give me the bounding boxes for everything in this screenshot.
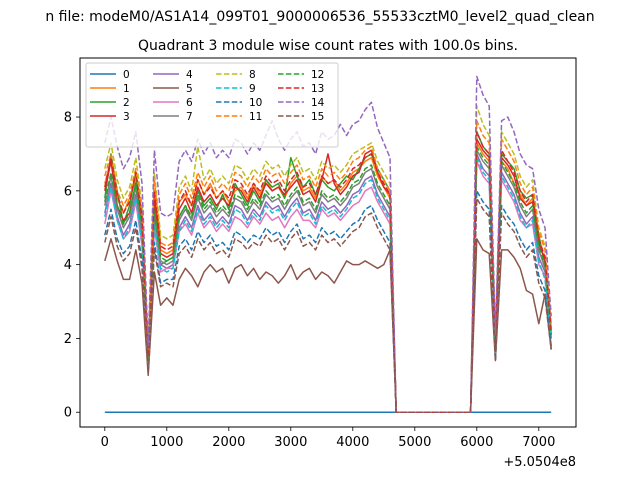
x-tick-label: 1000	[150, 435, 183, 450]
legend-label-10: 10	[249, 97, 262, 109]
legend-label-4: 4	[186, 69, 193, 81]
chart-title: Quadrant 3 module wise count rates with …	[138, 38, 518, 54]
x-tick-label: 3000	[274, 435, 307, 450]
legend-label-3: 3	[123, 111, 130, 123]
x-offset-label: +5.0504e8	[503, 455, 576, 470]
legend-label-15: 15	[311, 111, 324, 123]
legend-label-8: 8	[249, 69, 256, 81]
legend-label-14: 14	[311, 97, 325, 109]
y-tick-label: 8	[64, 111, 72, 126]
x-axis: 0 1000 2000 3000 4000 5000 6000 7000	[101, 427, 555, 450]
y-tick-label: 6	[64, 184, 72, 199]
series-layer	[104, 75, 552, 413]
legend-label-5: 5	[186, 83, 193, 95]
axes-border	[79, 57, 577, 428]
x-tick-label: 7000	[522, 435, 555, 450]
y-tick-label: 2	[64, 332, 72, 347]
series-line-11	[104, 119, 552, 413]
series-line-13	[104, 131, 552, 413]
legend-label-6: 6	[186, 97, 193, 109]
legend-label-1: 1	[123, 83, 130, 95]
legend-label-9: 9	[249, 83, 256, 95]
series-line-15	[104, 197, 552, 413]
x-tick-label: 4000	[336, 435, 369, 450]
x-tick-label: 0	[101, 435, 109, 450]
y-axis: 0 2 4 6 8	[64, 111, 80, 421]
legend-label-0: 0	[123, 69, 130, 81]
figure-suptitle: n file: modeM0/AS1A14_099T01_9000006536_…	[45, 9, 594, 25]
y-tick-label: 4	[64, 258, 72, 273]
legend-label-11: 11	[249, 111, 262, 123]
x-tick-label: 6000	[460, 435, 493, 450]
legend-label-12: 12	[311, 69, 324, 81]
x-tick-label: 5000	[398, 435, 431, 450]
series-line-5	[104, 238, 552, 413]
y-tick-label: 0	[64, 406, 72, 421]
x-tick-label: 2000	[212, 435, 245, 450]
legend-box	[85, 62, 339, 148]
legend-label-7: 7	[186, 111, 193, 123]
series-line-10	[104, 190, 552, 413]
legend-label-2: 2	[123, 97, 130, 109]
legend-label-13: 13	[311, 83, 324, 95]
